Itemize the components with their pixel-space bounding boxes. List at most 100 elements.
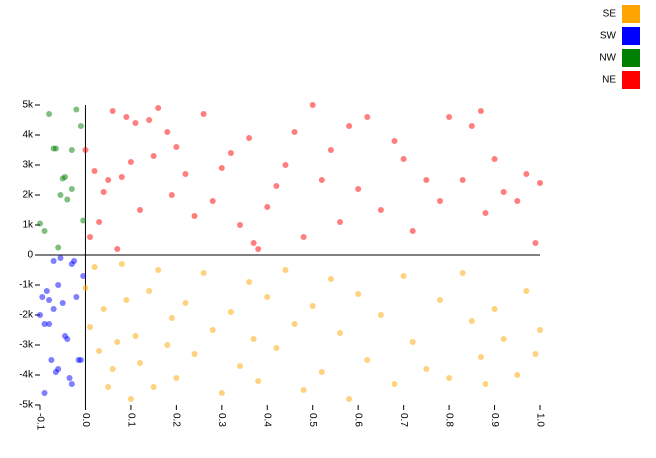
point bbox=[523, 288, 530, 294]
point bbox=[62, 174, 68, 180]
point bbox=[209, 198, 216, 204]
point bbox=[377, 207, 384, 213]
point bbox=[200, 111, 207, 117]
point bbox=[191, 351, 198, 357]
y-tick-label: -1k bbox=[19, 280, 34, 291]
point bbox=[218, 390, 225, 396]
y-tick-label: -5k bbox=[19, 400, 34, 411]
point bbox=[500, 189, 507, 195]
point bbox=[123, 297, 130, 303]
x-tick-label: 1.0 bbox=[534, 413, 545, 427]
point bbox=[114, 339, 121, 345]
point bbox=[66, 375, 73, 381]
point bbox=[391, 381, 398, 387]
point bbox=[523, 171, 530, 177]
point bbox=[50, 306, 57, 312]
point bbox=[123, 114, 130, 120]
point bbox=[264, 204, 271, 210]
point bbox=[146, 117, 153, 123]
point bbox=[300, 387, 307, 393]
point bbox=[109, 366, 116, 372]
point bbox=[132, 120, 139, 126]
point bbox=[346, 396, 353, 402]
point bbox=[327, 147, 334, 153]
point bbox=[48, 357, 55, 363]
point bbox=[77, 123, 84, 129]
y-tick-label: 1k bbox=[22, 220, 34, 231]
legend-swatch bbox=[622, 49, 640, 67]
point bbox=[57, 192, 64, 198]
point bbox=[73, 106, 80, 113]
point bbox=[318, 369, 325, 375]
point bbox=[168, 315, 175, 321]
point bbox=[477, 108, 484, 114]
point bbox=[537, 180, 543, 186]
legend-swatch bbox=[622, 71, 640, 89]
point bbox=[52, 145, 59, 152]
point bbox=[73, 294, 80, 300]
point bbox=[364, 114, 371, 120]
point bbox=[327, 276, 334, 282]
point bbox=[246, 279, 253, 285]
point bbox=[68, 186, 75, 192]
point bbox=[446, 114, 453, 120]
point bbox=[246, 135, 253, 141]
point bbox=[46, 297, 53, 303]
point bbox=[37, 220, 43, 227]
point bbox=[50, 258, 57, 264]
point bbox=[459, 177, 466, 183]
point bbox=[337, 330, 343, 336]
point bbox=[491, 306, 498, 312]
point bbox=[64, 196, 71, 203]
x-tick-label: 0.6 bbox=[353, 413, 364, 427]
point bbox=[514, 198, 521, 204]
point bbox=[309, 102, 316, 108]
point bbox=[55, 366, 62, 372]
legend-swatch bbox=[622, 5, 640, 23]
point bbox=[300, 234, 307, 240]
legend-label: SE bbox=[603, 9, 617, 20]
point bbox=[41, 321, 48, 327]
point bbox=[82, 285, 89, 291]
point bbox=[105, 177, 112, 183]
point bbox=[96, 348, 103, 354]
point bbox=[250, 240, 257, 246]
point bbox=[100, 189, 107, 195]
point bbox=[264, 294, 271, 300]
point bbox=[155, 105, 162, 111]
point bbox=[377, 312, 384, 318]
point bbox=[514, 372, 521, 378]
point bbox=[273, 345, 280, 351]
point bbox=[291, 129, 298, 135]
y-tick-label: -4k bbox=[19, 370, 34, 381]
point bbox=[173, 375, 180, 381]
point bbox=[87, 324, 93, 330]
y-tick-label: -2k bbox=[19, 310, 34, 321]
point bbox=[105, 384, 112, 390]
point bbox=[364, 357, 371, 363]
point bbox=[91, 264, 98, 270]
point bbox=[146, 288, 153, 294]
point bbox=[355, 186, 362, 192]
point bbox=[137, 207, 143, 213]
point bbox=[532, 240, 539, 246]
point bbox=[237, 363, 243, 369]
point bbox=[423, 177, 430, 183]
legend-label: SW bbox=[600, 31, 617, 42]
point bbox=[150, 384, 157, 390]
point bbox=[168, 192, 175, 198]
point bbox=[459, 270, 466, 276]
y-tick-label: 2k bbox=[22, 190, 34, 201]
point bbox=[132, 333, 139, 339]
point bbox=[218, 165, 225, 171]
point bbox=[173, 144, 180, 150]
point bbox=[118, 261, 125, 267]
point bbox=[273, 183, 280, 189]
point bbox=[309, 303, 316, 309]
point bbox=[68, 147, 75, 153]
point bbox=[182, 300, 189, 306]
y-tick-label: -3k bbox=[19, 340, 34, 351]
point bbox=[423, 366, 430, 372]
point bbox=[250, 336, 257, 342]
point bbox=[491, 156, 498, 162]
